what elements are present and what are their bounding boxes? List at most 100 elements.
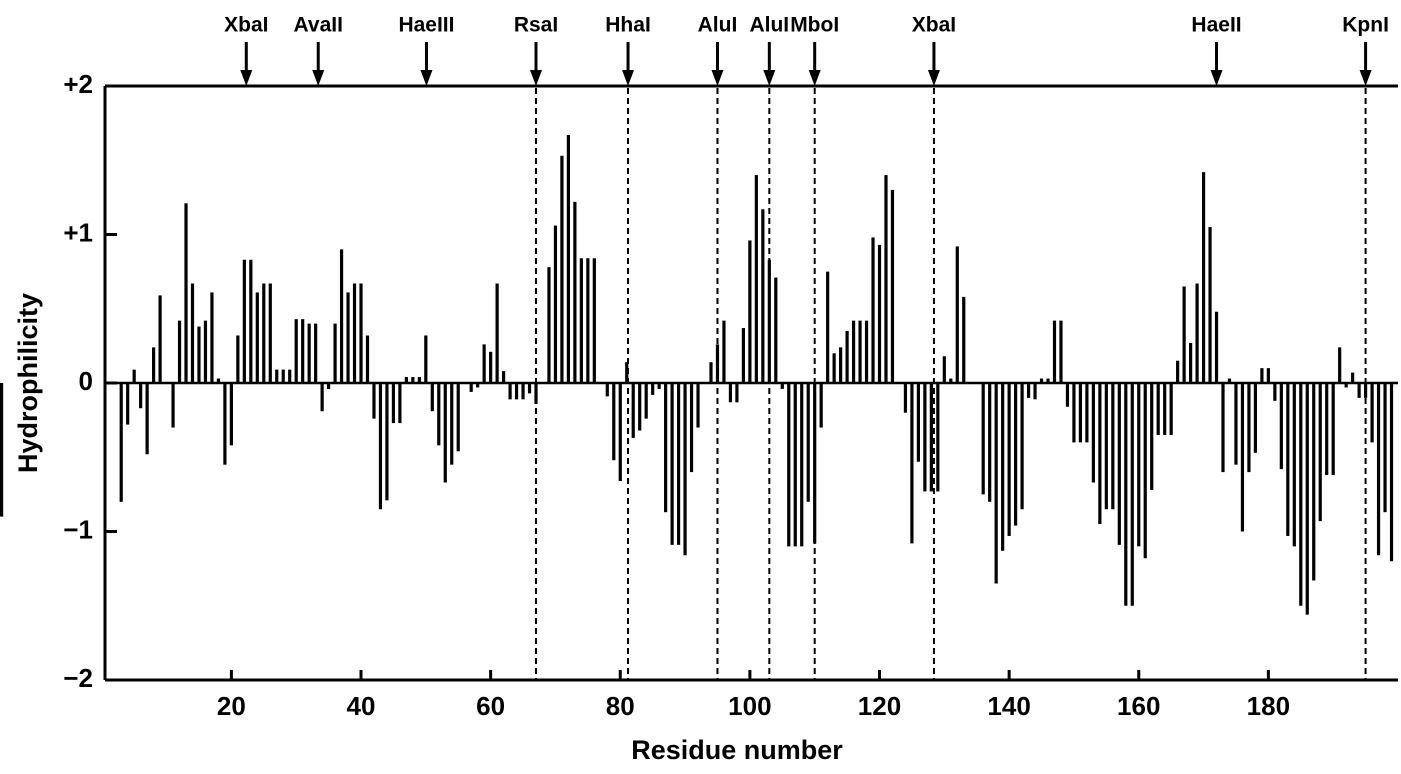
bar <box>171 383 175 428</box>
bar <box>1195 283 1199 383</box>
bar <box>469 383 473 392</box>
bar <box>495 283 499 383</box>
bar <box>1247 383 1251 473</box>
site-label: XbaI <box>224 14 268 37</box>
bar <box>826 271 830 383</box>
bar <box>378 383 383 510</box>
bar <box>962 296 966 383</box>
bar <box>949 378 953 383</box>
bar <box>443 383 447 483</box>
site-label: HhaI <box>605 14 651 37</box>
bar <box>262 283 266 383</box>
bar <box>936 383 940 492</box>
site-label: AluI <box>698 14 738 37</box>
bar <box>152 347 156 383</box>
bar <box>132 369 136 383</box>
bar <box>417 377 421 383</box>
bar <box>236 335 240 383</box>
bar <box>942 356 946 383</box>
bar <box>1208 227 1212 383</box>
site-arrowhead <box>808 70 821 86</box>
bar <box>1370 383 1374 443</box>
bar <box>1266 368 1270 383</box>
bar <box>514 383 519 400</box>
bar <box>592 258 596 383</box>
site-arrowhead <box>711 70 724 86</box>
bar <box>126 383 130 425</box>
bar <box>327 383 331 389</box>
bar <box>158 295 162 383</box>
bar <box>890 189 895 383</box>
x-axis-title: Residue number <box>631 735 843 765</box>
x-tick-label: 60 <box>476 691 505 721</box>
bar <box>456 383 460 452</box>
bar <box>430 383 434 412</box>
bar <box>1344 383 1348 388</box>
bar <box>839 347 843 383</box>
bar <box>1305 383 1309 615</box>
bar <box>450 383 454 465</box>
bar <box>981 383 985 495</box>
x-tick-label: 160 <box>1117 691 1160 721</box>
site-arrowhead <box>927 70 940 86</box>
bar <box>916 383 920 462</box>
bar <box>190 283 195 383</box>
bar <box>391 383 396 424</box>
bar <box>1014 383 1018 526</box>
bar <box>851 320 856 383</box>
bar <box>210 292 214 383</box>
bar <box>845 331 849 383</box>
site-label: XbaI <box>912 14 956 37</box>
bar <box>664 383 668 513</box>
bar <box>618 383 622 482</box>
bar <box>638 383 642 431</box>
bar <box>612 383 616 461</box>
bar <box>586 258 590 383</box>
bar <box>864 320 869 383</box>
bar <box>579 258 583 383</box>
bar <box>339 249 344 383</box>
bar <box>482 344 486 383</box>
site-arrowhead <box>420 70 433 86</box>
bar <box>229 383 233 446</box>
x-tick-label: 120 <box>858 691 901 721</box>
y-tick-label: −2 <box>63 663 93 693</box>
bar <box>476 383 480 388</box>
bar <box>359 283 363 383</box>
bar <box>119 383 123 502</box>
bar <box>1286 383 1290 536</box>
site-label: MboI <box>790 14 839 37</box>
bar <box>223 383 227 465</box>
bar <box>806 383 810 502</box>
bar <box>1318 383 1322 522</box>
bar <box>735 383 739 403</box>
bar <box>1085 383 1089 443</box>
bar <box>696 383 700 428</box>
bar <box>858 320 862 383</box>
bar <box>1020 383 1024 510</box>
bar <box>0 383 4 517</box>
bar <box>1124 383 1128 606</box>
site-label: HaeII <box>1191 14 1241 37</box>
bar <box>1059 320 1063 383</box>
bar <box>1065 383 1070 407</box>
y-tick-label: +1 <box>63 217 93 247</box>
bar <box>1221 383 1225 473</box>
y-tick-label: +2 <box>63 69 93 99</box>
bar <box>547 267 551 383</box>
bar <box>657 383 661 389</box>
bar <box>249 259 253 383</box>
bar <box>242 259 246 383</box>
bar <box>268 283 272 383</box>
bar <box>761 209 765 383</box>
bar <box>1026 383 1031 398</box>
bar <box>741 328 745 383</box>
bar <box>625 362 629 383</box>
bar <box>1176 360 1180 383</box>
bar <box>1156 383 1160 435</box>
bar <box>489 351 493 383</box>
bar <box>177 320 182 383</box>
x-tick-label: 180 <box>1247 691 1290 721</box>
bar <box>184 203 188 383</box>
